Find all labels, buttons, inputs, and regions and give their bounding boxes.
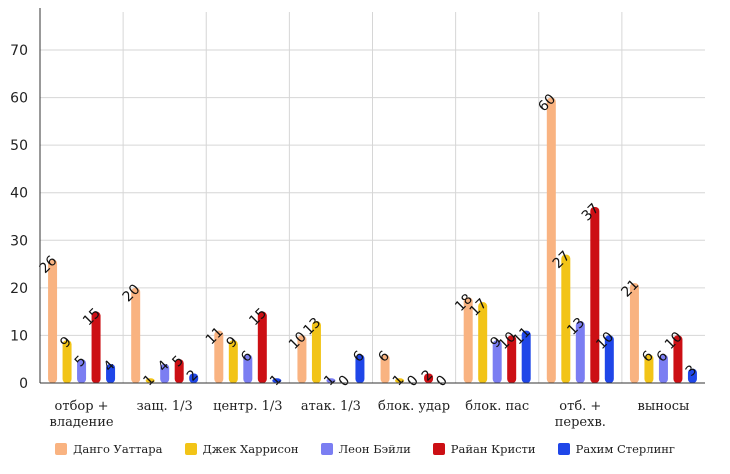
data-label: 5 <box>169 353 187 371</box>
bar-4-8 <box>673 335 683 383</box>
legend-item-2[interactable]: Джек Харрисон <box>184 442 299 456</box>
bar-4-6 <box>507 335 517 383</box>
x-tick-label: отб. + перехв. <box>555 399 606 430</box>
bar-5-8 <box>687 368 697 383</box>
legend-label: Данго Уаттара <box>73 442 163 456</box>
x-tick-label: отбор + владение <box>50 399 114 430</box>
y-tick-label: 0 <box>19 376 28 392</box>
data-label: 6 <box>350 348 368 366</box>
bar-1-1 <box>48 259 58 383</box>
y-tick-label: 50 <box>10 138 28 154</box>
legend-swatch <box>320 443 333 455</box>
x-tick-label: блок. пас <box>465 399 529 414</box>
y-tick-label: 10 <box>10 328 28 344</box>
bar-5-6 <box>521 330 531 383</box>
bar-1-6 <box>463 297 473 383</box>
bar-1-2 <box>131 287 141 383</box>
legend-label: Рахим Стерлинг <box>575 442 675 456</box>
bar-4-1 <box>91 311 101 383</box>
bar-1-4 <box>297 335 307 383</box>
y-tick-label: 70 <box>10 43 28 59</box>
data-label: 1 <box>140 372 158 390</box>
y-tick-label: 40 <box>10 186 28 202</box>
data-label: 2 <box>184 367 202 385</box>
bar-2-6 <box>478 302 488 383</box>
y-tick-label: 20 <box>10 281 28 297</box>
bar-4-2 <box>174 359 184 383</box>
bar-1-7 <box>546 97 556 383</box>
x-tick-label: центр. 1/3 <box>213 399 282 414</box>
bar-1-5 <box>380 354 390 383</box>
data-label: 6 <box>654 348 672 366</box>
legend-item-4[interactable]: Райан Кристи <box>432 442 536 456</box>
bar-4-3 <box>257 311 267 383</box>
y-tick-label: 30 <box>10 233 28 249</box>
x-tick-label: защ. 1/3 <box>137 399 193 414</box>
bar-3-2 <box>160 363 170 383</box>
bar-4-7 <box>590 207 600 383</box>
bar-2-1 <box>62 340 72 383</box>
data-label: 0 <box>336 373 354 391</box>
data-label: 9 <box>57 334 75 352</box>
legend: Данго Уаттара Джек Харрисон Леон Бэйли Райа… <box>0 442 730 456</box>
bar-3-1 <box>77 359 87 383</box>
legend-item-1[interactable]: Данго Уаттара <box>55 442 163 456</box>
gridlines <box>40 12 705 383</box>
bar-1-3 <box>214 330 224 383</box>
bar-2-5 <box>395 378 405 383</box>
data-label: 2 <box>419 367 437 385</box>
bar-5-1 <box>106 363 116 383</box>
legend-label: Леон Бэйли <box>338 442 411 456</box>
bar-3-4 <box>326 378 336 383</box>
legend-swatch <box>55 443 68 455</box>
bar-3-8 <box>658 354 668 383</box>
legend-swatch <box>184 443 197 455</box>
bar-2-4 <box>311 321 321 383</box>
x-tick-label: атак. 1/3 <box>301 399 361 414</box>
bars <box>48 97 697 383</box>
legend-label: Райан Кристи <box>450 442 536 456</box>
bar-2-7 <box>561 254 571 383</box>
bar-3-3 <box>243 354 253 383</box>
bar-5-2 <box>189 373 199 383</box>
bar-2-8 <box>644 354 654 383</box>
data-label: 6 <box>639 348 657 366</box>
x-tick-label: блок. удар <box>378 399 450 414</box>
legend-item-3[interactable]: Леон Бэйли <box>320 442 411 456</box>
bar-3-6 <box>492 340 502 383</box>
data-label: 9 <box>224 334 242 352</box>
data-label: 5 <box>72 353 90 371</box>
bar-3-7 <box>575 321 585 383</box>
data-label: 6 <box>375 348 393 366</box>
bar-1-8 <box>629 283 639 383</box>
bar-2-2 <box>145 378 155 383</box>
data-label: 0 <box>433 373 451 391</box>
data-label: 4 <box>101 357 119 375</box>
legend-swatch <box>432 443 445 455</box>
data-label: 3 <box>683 362 701 380</box>
bar-5-3 <box>272 378 282 383</box>
x-tick-label: выносы <box>638 399 690 414</box>
data-label: 6 <box>238 348 256 366</box>
bar-5-7 <box>604 335 614 383</box>
legend-label: Джек Харрисон <box>202 442 299 456</box>
legend-swatch <box>557 443 570 455</box>
y-tick-label: 60 <box>10 91 28 107</box>
legend-item-5[interactable]: Рахим Стерлинг <box>557 442 675 456</box>
bar-2-3 <box>228 340 238 383</box>
bar-4-5 <box>424 373 434 383</box>
data-label: 1 <box>267 372 285 390</box>
bar-5-4 <box>355 354 365 383</box>
